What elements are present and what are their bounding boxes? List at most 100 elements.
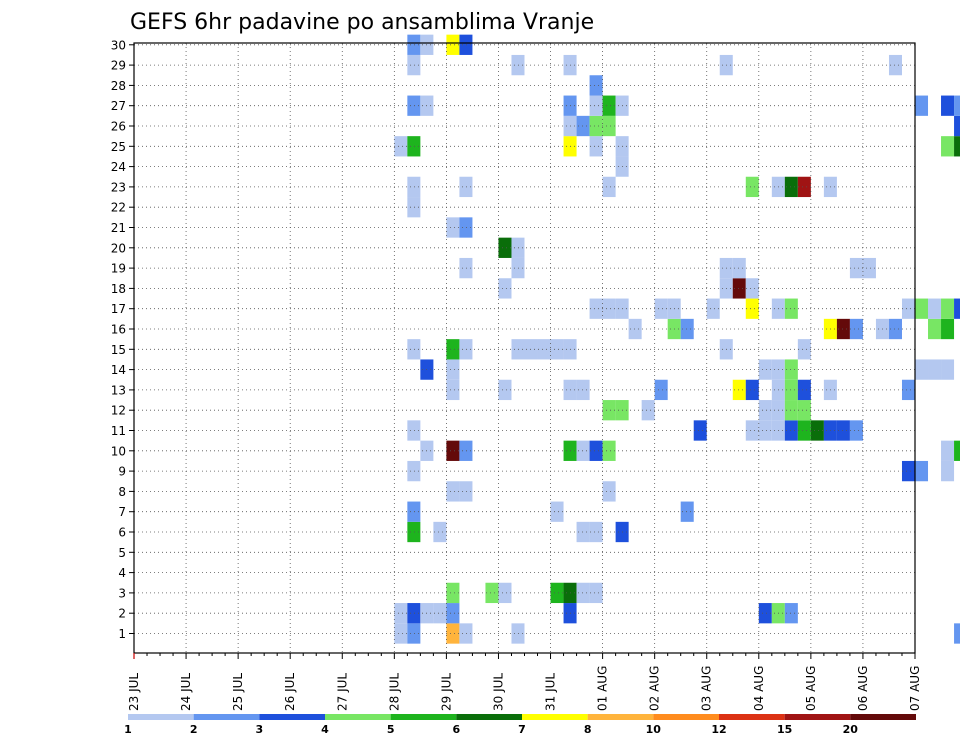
heatmap-cell <box>915 460 929 482</box>
colorbar-label: 5 <box>387 723 395 736</box>
heatmap-cell <box>915 95 929 116</box>
heatmap-cell <box>784 298 798 319</box>
heatmap-cell <box>537 339 551 360</box>
heatmap-cell <box>732 379 746 401</box>
y-tick-label: 11 <box>111 424 126 438</box>
x-tick-label: 30 JUL <box>492 673 506 711</box>
heatmap-cell <box>407 339 421 360</box>
heatmap-cell <box>498 237 512 258</box>
heatmap-cell <box>758 359 772 380</box>
colorbar-label: 4 <box>321 723 329 736</box>
heatmap-cell <box>394 603 408 624</box>
y-tick-label: 3 <box>118 586 126 600</box>
x-tick-label: 01 AUG <box>596 666 610 711</box>
heatmap-cell <box>524 339 538 360</box>
heatmap-cell <box>901 298 915 319</box>
y-tick-label: 8 <box>118 485 126 499</box>
heatmap-cell <box>928 318 942 340</box>
heatmap-cell <box>888 318 902 340</box>
colorbar-label: 12 <box>711 723 726 736</box>
heatmap-cell <box>407 420 421 441</box>
heatmap-cell <box>849 420 863 441</box>
heatmap-cell <box>407 176 421 198</box>
heatmap-cell <box>784 603 798 624</box>
heatmap-cell <box>836 420 850 441</box>
heatmap-cell <box>797 400 811 421</box>
heatmap-cell <box>550 501 564 522</box>
x-tick-label: 31 JUL <box>544 673 558 711</box>
heatmap-cell <box>589 136 603 157</box>
heatmap-cell <box>407 501 421 522</box>
y-tick-label: 13 <box>111 383 126 397</box>
y-tick-label: 29 <box>111 59 126 73</box>
x-tick-label: 04 AUG <box>752 666 766 711</box>
heatmap-cell <box>602 481 616 502</box>
heatmap-cell <box>758 603 772 624</box>
y-tick-label: 19 <box>111 262 126 276</box>
heatmap-cell <box>498 278 512 299</box>
heatmap-cell <box>602 176 616 198</box>
y-tick-label: 4 <box>118 566 126 580</box>
heatmap-cell <box>459 34 473 55</box>
heatmap-cell <box>498 582 512 604</box>
colorbar-swatch <box>390 714 457 720</box>
heatmap-cell <box>602 298 616 319</box>
heatmap-cell <box>954 95 960 116</box>
heatmap-cell <box>784 176 798 198</box>
colorbar-label: 1 <box>124 723 132 736</box>
heatmap-cell <box>941 460 955 482</box>
heatmap-cell <box>680 318 694 340</box>
heatmap-cell <box>941 298 955 319</box>
heatmap-cell <box>433 603 447 624</box>
heatmap-cell <box>888 54 902 76</box>
y-tick-label: 24 <box>111 160 126 174</box>
y-tick-label: 14 <box>111 363 126 377</box>
colorbar-legend: 1 2 3 4 5 6 7 8 10 12 15 20 <box>124 714 916 736</box>
grid-lines <box>134 43 915 653</box>
x-tick-label: 25 JUL <box>231 673 245 711</box>
heatmap-cell <box>459 481 473 502</box>
heatmap-cell <box>459 339 473 360</box>
y-tick-label: 25 <box>111 140 126 154</box>
colorbar-swatch <box>850 714 916 720</box>
heatmap-cell <box>954 623 960 644</box>
y-tick-label: 26 <box>111 120 126 134</box>
y-tick-label: 30 <box>111 38 126 52</box>
colorbar-swatch <box>128 714 194 720</box>
heatmap-cell <box>915 298 929 319</box>
y-tick-label: 10 <box>111 444 126 458</box>
y-tick-label: 23 <box>111 180 126 194</box>
heatmap-cell <box>407 197 421 218</box>
heatmap-cell <box>758 400 772 421</box>
heatmap-cell <box>407 623 421 644</box>
heatmap-cell <box>915 359 929 380</box>
x-tick-label: 26 JUL <box>283 673 297 711</box>
colorbar-label: 3 <box>255 723 263 736</box>
heatmap-cell <box>797 176 811 198</box>
x-tick-label: 06 AUG <box>856 666 870 711</box>
colorbar-swatch <box>653 714 719 720</box>
heatmap-cell <box>589 95 603 116</box>
heatmap-cell <box>446 440 460 461</box>
colorbar-swatch <box>784 714 851 720</box>
heatmap-cell <box>550 582 564 604</box>
heatmap-cell <box>784 400 798 421</box>
heatmap-cell <box>758 420 772 441</box>
heatmap-cell <box>589 582 603 604</box>
heatmap-cell <box>511 257 525 279</box>
heatmap-cell <box>693 420 707 441</box>
heatmap-cell <box>928 359 942 380</box>
x-tick-label: 23 JUL <box>127 673 141 711</box>
colorbar-swatch <box>456 714 522 720</box>
heatmap-cell <box>459 176 473 198</box>
heatmap-cell <box>446 582 460 604</box>
colorbar-swatch <box>719 714 785 720</box>
heatmap-cell <box>602 95 616 116</box>
heatmap-cell <box>589 115 603 137</box>
colorbar-swatch <box>193 714 260 720</box>
heatmap-cell <box>941 318 955 340</box>
y-tick-label: 21 <box>111 221 126 235</box>
x-tick-label: 03 AUG <box>700 666 714 711</box>
heatmap-cell <box>849 257 863 279</box>
heatmap-cell <box>446 34 460 55</box>
